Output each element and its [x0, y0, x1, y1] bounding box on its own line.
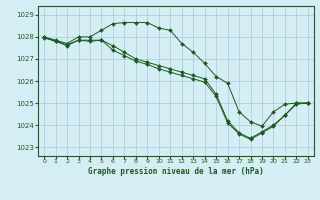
X-axis label: Graphe pression niveau de la mer (hPa): Graphe pression niveau de la mer (hPa): [88, 167, 264, 176]
